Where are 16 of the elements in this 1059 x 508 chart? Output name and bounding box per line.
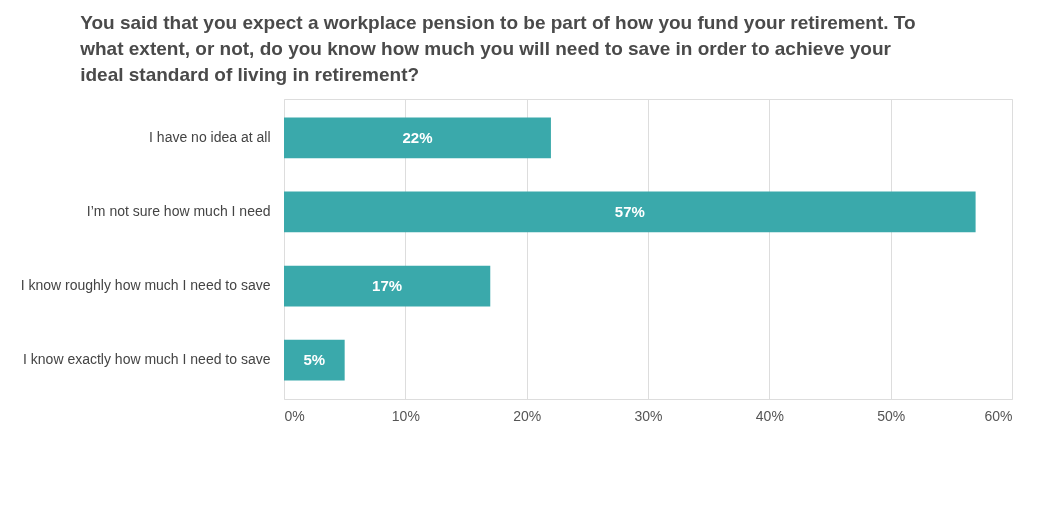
y-tick-label: I know roughly how much I need to save — [20, 277, 271, 294]
data-label: 22% — [402, 128, 433, 146]
x-tick-label: 40% — [755, 407, 784, 424]
data-label: 57% — [614, 202, 645, 220]
data-label: 17% — [372, 277, 403, 295]
x-tick-label: 0% — [284, 407, 305, 424]
data-label: 5% — [303, 351, 326, 369]
chart-title: You said that you expect a workplace pension to be part of how you fund your retirement. To what extent, or not, do you know how much you will need to save in order to achieve your ideal standard of living in retirement? — [79, 12, 916, 85]
x-tick-label: 10% — [391, 407, 420, 424]
y-tick-label: I’m not sure how much I need — [86, 202, 271, 219]
y-tick-label: I have no idea at all — [149, 128, 271, 145]
x-tick-label: 60% — [984, 407, 1013, 424]
x-tick-label: 50% — [877, 407, 906, 424]
y-tick-label: I know exactly how much I need to save — [23, 351, 271, 368]
x-tick-label: 20% — [513, 407, 542, 424]
x-tick-label: 30% — [634, 407, 663, 424]
